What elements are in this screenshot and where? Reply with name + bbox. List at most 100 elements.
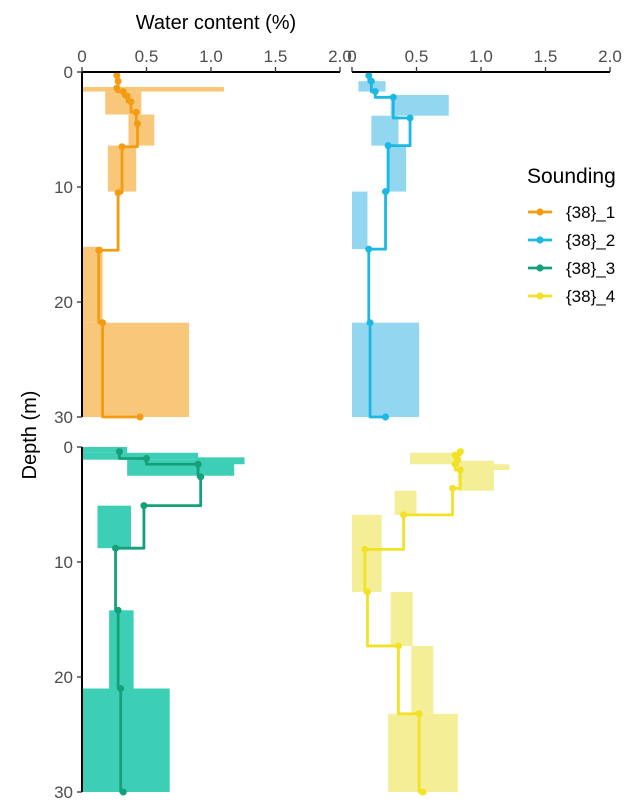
legend-key-point <box>536 292 544 300</box>
y-tick-label: 10 <box>54 178 73 197</box>
data-point <box>136 413 144 421</box>
data-point <box>123 92 131 100</box>
legend-key-point <box>536 236 544 244</box>
x-tick-label: 1.0 <box>469 47 493 66</box>
x-tick-label: 2.0 <box>598 47 622 66</box>
legend-label: {38}_3 <box>566 259 615 278</box>
data-point <box>400 511 408 519</box>
x-tick-label: 0.5 <box>405 47 429 66</box>
y-tick-label: 20 <box>54 293 73 312</box>
data-point <box>119 88 127 96</box>
uncertainty-band <box>128 114 155 146</box>
data-point <box>367 77 375 85</box>
data-point <box>451 460 459 468</box>
y-tick-label: 30 <box>54 408 73 427</box>
data-point <box>365 71 373 79</box>
uncertainty-band <box>82 447 128 453</box>
data-point <box>114 189 122 197</box>
uncertainty-band <box>411 645 434 714</box>
x-tick-label: 0.5 <box>135 47 159 66</box>
data-point <box>366 319 374 327</box>
data-point <box>371 88 379 96</box>
data-point <box>449 484 457 492</box>
data-point <box>127 98 135 106</box>
uncertainty-band <box>386 145 407 192</box>
data-point <box>415 710 423 718</box>
uncertainty-band <box>82 322 190 417</box>
data-point <box>406 114 414 122</box>
data-point <box>365 245 373 253</box>
legend-item: {38}_4 <box>528 287 615 306</box>
x-tick-label: 0 <box>347 47 356 66</box>
y-axis-title: Depth (m) <box>19 391 41 480</box>
x-tick-label: 2.0 <box>328 47 352 66</box>
uncertainty-band <box>82 452 199 460</box>
legend-key-point <box>536 264 544 272</box>
legend: Sounding {38}_1 {38}_2 {38}_3 {38}_4 <box>527 165 616 306</box>
data-point <box>113 71 121 79</box>
data-point <box>361 545 369 553</box>
x-tick-label: 1.5 <box>264 47 288 66</box>
data-point <box>113 84 121 92</box>
x-tick-label: 0 <box>77 47 86 66</box>
legend-item: {38}_3 <box>528 259 615 278</box>
uncertainty-band <box>371 115 399 146</box>
data-point <box>114 77 122 85</box>
uncertainty-band <box>457 460 494 491</box>
uncertainty-band <box>195 457 245 465</box>
x-tick-label: 1.0 <box>199 47 223 66</box>
x-axis-title: Water content (%) <box>136 12 296 34</box>
y-tick-label: 0 <box>64 63 73 82</box>
uncertainty-band <box>109 610 134 689</box>
axes: 0 10 20 30 <box>54 438 83 802</box>
data-point <box>133 120 141 128</box>
axes: 0 0.5 1.0 1.5 2.0 0 10 20 30 <box>54 47 352 427</box>
data-point <box>382 188 390 196</box>
y-tick-label: 10 <box>54 553 73 572</box>
uncertainty-band <box>352 191 368 250</box>
data-point <box>119 788 127 796</box>
legend-title: Sounding <box>527 165 616 188</box>
data-point <box>363 588 371 596</box>
x-tick-label: 1.5 <box>534 47 558 66</box>
data-point <box>382 413 390 421</box>
uncertainty-band <box>352 514 382 592</box>
legend-item: {38}_2 <box>528 231 615 250</box>
y-tick-label: 0 <box>64 438 73 457</box>
data-point <box>114 606 122 614</box>
data-point <box>389 93 397 101</box>
data-point <box>197 473 205 481</box>
data-point <box>419 788 427 796</box>
uncertainty-band <box>390 591 413 646</box>
panel-2: 0 0.5 1.0 1.5 2.0 <box>347 47 622 421</box>
uncertainty-band <box>97 505 132 549</box>
legend-label: {38}_1 <box>566 203 615 222</box>
legend-item: {38}_1 <box>528 203 615 222</box>
y-tick-label: 30 <box>54 783 73 802</box>
data-point <box>456 448 464 456</box>
uncertainty-band <box>352 322 420 417</box>
axes: 0 0.5 1.0 1.5 2.0 <box>347 47 622 73</box>
uncertainty-band <box>82 86 224 92</box>
data-point <box>118 143 126 151</box>
legend-key-point <box>536 208 544 216</box>
legend-label: {38}_2 <box>566 231 615 250</box>
uncertainty-band <box>410 452 461 465</box>
panel-3: 0 10 20 30 <box>54 438 245 802</box>
data-point <box>456 466 464 474</box>
uncertainty-band <box>390 95 449 116</box>
data-point <box>140 502 148 510</box>
uncertainty-band <box>82 688 170 792</box>
data-point <box>143 455 150 462</box>
uncertainty-band <box>394 490 417 515</box>
panel-1: 0 0.5 1.0 1.5 2.0 0 10 20 30 <box>54 47 352 427</box>
data-point <box>384 142 392 150</box>
data-point <box>112 544 120 552</box>
legend-label: {38}_4 <box>566 287 615 306</box>
uncertainty-band <box>388 713 458 792</box>
y-tick-label: 20 <box>54 668 73 687</box>
data-point <box>194 460 202 468</box>
data-point <box>95 246 103 254</box>
data-point <box>115 448 123 456</box>
